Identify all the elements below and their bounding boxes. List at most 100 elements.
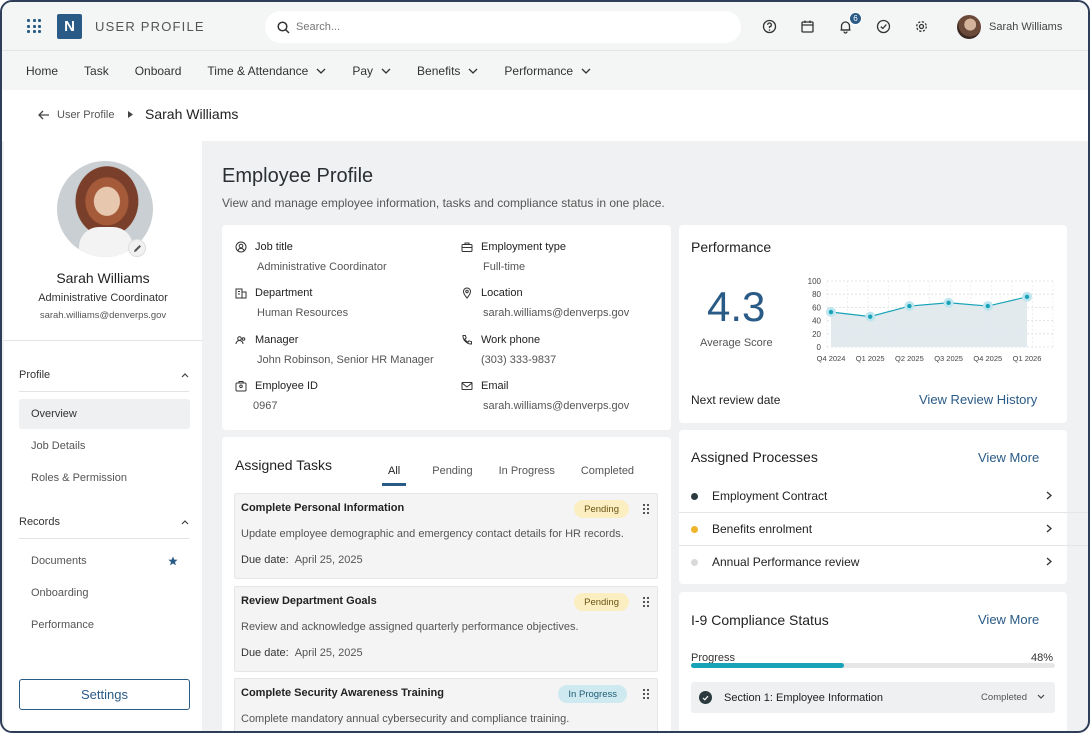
divider xyxy=(19,391,189,392)
app-launcher-icon[interactable] xyxy=(27,19,41,33)
employee-details-card: Job title Administrative Coordinator Emp… xyxy=(222,225,671,430)
chevron-down-icon xyxy=(381,68,391,74)
nav-label: Benefits xyxy=(417,63,461,78)
nav-label: Pay xyxy=(352,63,374,78)
section-records-toggle[interactable]: Records xyxy=(19,516,189,528)
nav-pay[interactable]: Pay xyxy=(352,64,391,78)
nav-performance[interactable]: Performance xyxy=(504,64,591,78)
search-input[interactable] xyxy=(296,21,716,33)
due-value: April 25, 2025 xyxy=(294,647,363,659)
email-value: sarah.williams@denverps.gov xyxy=(483,400,630,412)
due-value: April 25, 2025 xyxy=(294,554,363,566)
tab-completed[interactable]: Completed xyxy=(580,465,635,477)
sidebar-item-job-details[interactable]: Job Details xyxy=(19,431,190,461)
field-label-text: Employee ID xyxy=(255,380,318,392)
page-subtitle: View and manage employee information, ta… xyxy=(222,196,665,210)
nav-home[interactable]: Home xyxy=(26,64,58,78)
tab-pending[interactable]: Pending xyxy=(432,465,473,477)
chevron-up-icon xyxy=(181,519,189,524)
processes-view-more-link[interactable]: View More xyxy=(978,450,1040,465)
check-circle-icon xyxy=(699,691,712,704)
status-dot xyxy=(691,525,698,533)
compliance-card: I-9 Compliance Status View More Progress… xyxy=(679,592,1067,731)
next-review-label: Next review date xyxy=(691,393,781,407)
tab-in-progress[interactable]: In Progress xyxy=(498,465,555,477)
sidebar-item-label: Performance xyxy=(31,619,94,631)
task-card[interactable]: Review Department Goals Pending Review a… xyxy=(234,586,658,672)
y-tick-label: 40 xyxy=(812,317,821,326)
check-circle-icon[interactable] xyxy=(876,19,891,34)
sidebar-item-onboarding[interactable]: Onboarding xyxy=(19,578,190,608)
chevron-down-icon xyxy=(581,68,591,74)
arrow-left-icon[interactable] xyxy=(38,110,50,120)
chevron-down-icon xyxy=(468,68,478,74)
gear-icon[interactable] xyxy=(914,19,929,34)
process-row[interactable]: Benefits enrolment xyxy=(679,513,1079,545)
y-tick-label: 20 xyxy=(812,330,821,339)
x-tick-label: Q3 2025 xyxy=(934,354,963,363)
nav-time-attendance[interactable]: Time & Attendance xyxy=(207,64,326,78)
settings-button[interactable]: Settings xyxy=(19,679,190,710)
nav-label: Performance xyxy=(504,63,574,78)
status-badge: Pending xyxy=(574,500,629,518)
nav-onboard[interactable]: Onboard xyxy=(135,64,182,78)
view-review-history-link[interactable]: View Review History xyxy=(919,392,1038,407)
divider xyxy=(4,340,202,341)
process-row[interactable]: Employment Contract xyxy=(679,480,1079,512)
user-name[interactable]: Sarah Williams xyxy=(989,21,1063,33)
drag-handle-icon[interactable] xyxy=(643,597,649,607)
y-tick-label: 80 xyxy=(812,290,821,299)
nav-label: Task xyxy=(84,63,109,78)
calendar-icon[interactable] xyxy=(800,19,815,34)
y-tick-label: 60 xyxy=(812,303,821,312)
sidebar-item-label: Documents xyxy=(31,555,87,567)
compliance-view-more-link[interactable]: View More xyxy=(978,612,1040,627)
divider xyxy=(679,512,1088,513)
chevron-down-icon[interactable] xyxy=(1037,694,1045,699)
performance-chart: 100 80 60 40 20 0 Q4 2024 Q1 2025 Q2 2025 Q3 2025… xyxy=(808,277,1054,363)
field-label-text: Manager xyxy=(255,334,299,346)
breadcrumb-parent[interactable]: User Profile xyxy=(57,109,115,121)
task-description: Update employee demographic and emergenc… xyxy=(241,528,624,540)
sidebar-item-documents[interactable]: Documents xyxy=(19,546,190,576)
section-label: Profile xyxy=(19,369,51,381)
drag-handle-icon[interactable] xyxy=(643,504,649,514)
drag-handle-icon[interactable] xyxy=(643,689,649,699)
y-tick-label: 0 xyxy=(817,343,822,352)
task-card[interactable]: Complete Security Awareness Training In … xyxy=(234,678,658,731)
field-label-text: Job title xyxy=(255,241,293,253)
sidebar-item-label: Onboarding xyxy=(31,587,89,599)
field-label-text: Department xyxy=(255,287,313,299)
sidebar-item-performance[interactable]: Performance xyxy=(19,610,190,640)
star-icon[interactable] xyxy=(168,556,178,566)
nav-benefits[interactable]: Benefits xyxy=(417,64,478,78)
assigned-processes-card: Assigned Processes View More Employment … xyxy=(679,430,1088,584)
data-point xyxy=(907,303,912,309)
sidebar-item-overview[interactable]: Overview xyxy=(19,399,190,429)
process-row[interactable]: Annual Performance review xyxy=(679,546,1079,578)
section-label: Section 1: Employee Information xyxy=(724,691,883,704)
sidebar-item-roles-permission[interactable]: Roles & Permission xyxy=(19,463,190,493)
y-tick-label: 100 xyxy=(808,277,822,286)
task-card[interactable]: Complete Personal Information Pending Up… xyxy=(234,493,658,579)
help-icon[interactable] xyxy=(762,19,777,34)
user-avatar[interactable] xyxy=(957,15,981,39)
edit-photo-button[interactable] xyxy=(128,239,146,257)
search-box[interactable] xyxy=(265,11,741,43)
bell-icon[interactable] xyxy=(838,19,853,34)
performance-card: Performance 4.3 Average Score 100 80 60 40 2… xyxy=(679,225,1067,423)
phone-icon xyxy=(462,335,472,345)
task-title: Review Department Goals xyxy=(241,595,377,607)
chevron-right-icon xyxy=(1046,491,1052,500)
x-tick-label: Q1 2025 xyxy=(856,354,885,363)
due-label: Due date: xyxy=(241,647,289,659)
average-score: 4.3 xyxy=(707,283,766,330)
app-logo[interactable]: N xyxy=(57,14,82,39)
section-row[interactable]: Section 1: Employee Information Complete… xyxy=(691,682,1055,713)
field-label-text: Employment type xyxy=(481,241,566,253)
series-area xyxy=(831,296,1027,347)
nav-task[interactable]: Task xyxy=(84,64,109,78)
section-profile-toggle[interactable]: Profile xyxy=(19,369,189,381)
tab-all[interactable]: All xyxy=(382,461,407,486)
task-title: Complete Security Awareness Training xyxy=(241,687,444,699)
